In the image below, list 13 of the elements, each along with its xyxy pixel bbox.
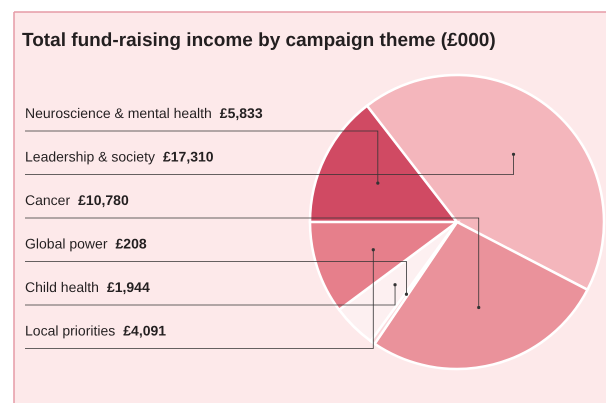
slice-label: Global power: [25, 236, 108, 252]
data-label: £5,833: [220, 105, 263, 121]
chart-title: Total fund-raising income by campaign theme (£000): [22, 30, 496, 51]
data-label: £208: [116, 236, 147, 252]
slice-label: Child health: [25, 279, 99, 295]
slice-label: Neuroscience & mental health: [25, 105, 212, 121]
data-label: £17,310: [162, 148, 214, 164]
slice-label: Cancer: [25, 192, 70, 208]
slice-label: Leadership & society: [25, 148, 155, 164]
data-label: £1,944: [106, 279, 150, 295]
data-label: £4,091: [123, 322, 166, 338]
slice-label: Local priorities: [25, 322, 116, 338]
data-label: £10,780: [78, 192, 129, 208]
